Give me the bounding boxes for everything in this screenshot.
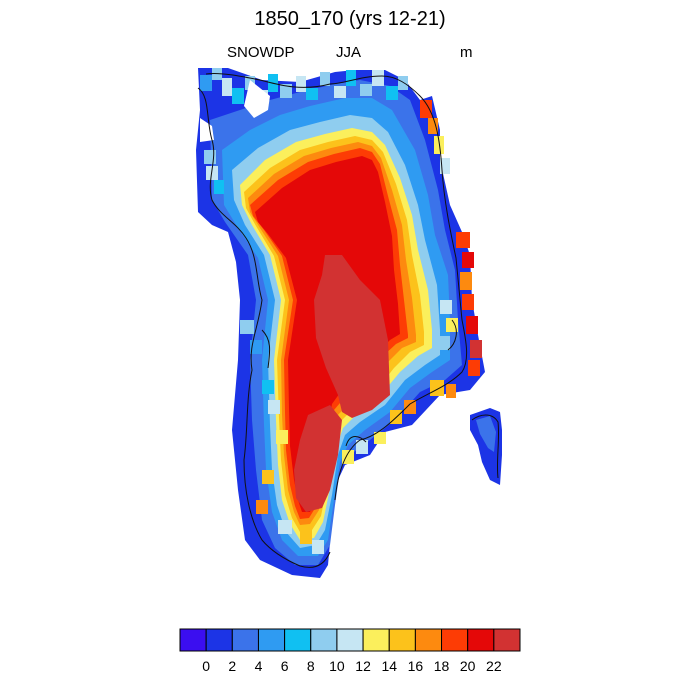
grid-cell	[360, 84, 372, 96]
colorbar-swatch	[493, 628, 521, 652]
grid-cell	[296, 76, 306, 92]
grid-cell	[372, 70, 384, 86]
colorbar-swatch	[257, 628, 286, 652]
colorbar-tick-label: 8	[307, 658, 315, 674]
colorbar-tick-label: 10	[329, 658, 345, 674]
colorbar-tick-label: 22	[486, 658, 502, 674]
units-label: m	[460, 44, 473, 61]
grid-cell	[420, 100, 432, 118]
grid-cell	[262, 380, 274, 394]
grid-cell	[334, 86, 346, 98]
grid-cell	[262, 470, 274, 484]
colorbar-tick-label: 16	[408, 658, 424, 674]
grid-cell	[438, 336, 450, 350]
colorbar-tick-label: 12	[355, 658, 371, 674]
plot-title: 1850_170 (yrs 12-21)	[254, 8, 446, 30]
grid-cell	[468, 360, 480, 376]
grid-cell	[470, 340, 482, 358]
grid-cell	[386, 86, 398, 100]
grid-cell	[278, 520, 292, 534]
grid-cell	[428, 118, 438, 134]
colorbar-tick-label: 14	[381, 658, 397, 674]
season-label: JJA	[336, 44, 362, 61]
grid-cell	[374, 432, 386, 444]
grid-cell	[462, 294, 474, 310]
grid-cell	[446, 384, 456, 398]
grid-cell	[200, 75, 212, 91]
grid-cell	[306, 88, 318, 100]
grid-cell	[404, 400, 416, 414]
colorbar-swatch	[467, 628, 495, 652]
grid-cell	[268, 400, 280, 414]
fjord-lines	[261, 319, 457, 447]
colorbar-tick-label: 20	[460, 658, 476, 674]
grid-cell	[232, 88, 244, 104]
colorbar-swatch	[388, 628, 416, 652]
grid-cell	[456, 232, 470, 248]
grid-cell	[460, 272, 472, 290]
colorbar-tick-label: 4	[255, 658, 263, 674]
grid-cell	[430, 380, 444, 396]
grid-cell	[466, 316, 478, 334]
colorbar-swatch	[231, 628, 259, 652]
open-water-notch	[244, 80, 270, 118]
colorbar-swatch	[284, 628, 312, 652]
grid-cell	[312, 540, 324, 554]
colorbar-swatch	[179, 628, 207, 652]
colorbar-tick-label: 18	[434, 658, 450, 674]
grid-cell	[240, 320, 254, 334]
grid-cell	[446, 318, 458, 332]
grid-cell	[320, 72, 330, 86]
grid-cell	[276, 430, 288, 444]
grid-cell	[280, 84, 292, 98]
colorbar-swatch	[205, 628, 233, 652]
colorbar-tick-label: 0	[202, 658, 210, 674]
grid-cell	[440, 158, 450, 174]
variable-label: SNOWDP	[227, 44, 295, 61]
grid-cell	[434, 136, 444, 154]
colorbar-swatch	[310, 628, 338, 652]
colorbar-tick-label: 6	[281, 658, 289, 674]
grid-cell	[256, 500, 268, 514]
snow-depth-max-zone-south	[294, 405, 342, 512]
grid-cell	[398, 76, 408, 90]
colorbar-swatch	[441, 628, 469, 652]
grid-cell	[440, 300, 452, 314]
grid-cell	[300, 530, 312, 544]
grid-cell	[214, 180, 224, 194]
grid-cell	[342, 450, 354, 464]
island-east-inner	[476, 416, 496, 452]
snow-depth-max-zone	[314, 255, 390, 418]
grid-cell	[462, 252, 474, 268]
colorbar-swatch	[362, 628, 390, 652]
island-coastline	[471, 414, 500, 479]
grid-cell	[346, 70, 356, 86]
colorbar-swatch	[336, 628, 364, 652]
colorbar-tick-label: 2	[228, 658, 236, 674]
colorbar-swatch	[414, 628, 443, 652]
coastline	[197, 73, 468, 568]
grid-cell	[356, 440, 368, 454]
grid-cell	[222, 78, 232, 96]
